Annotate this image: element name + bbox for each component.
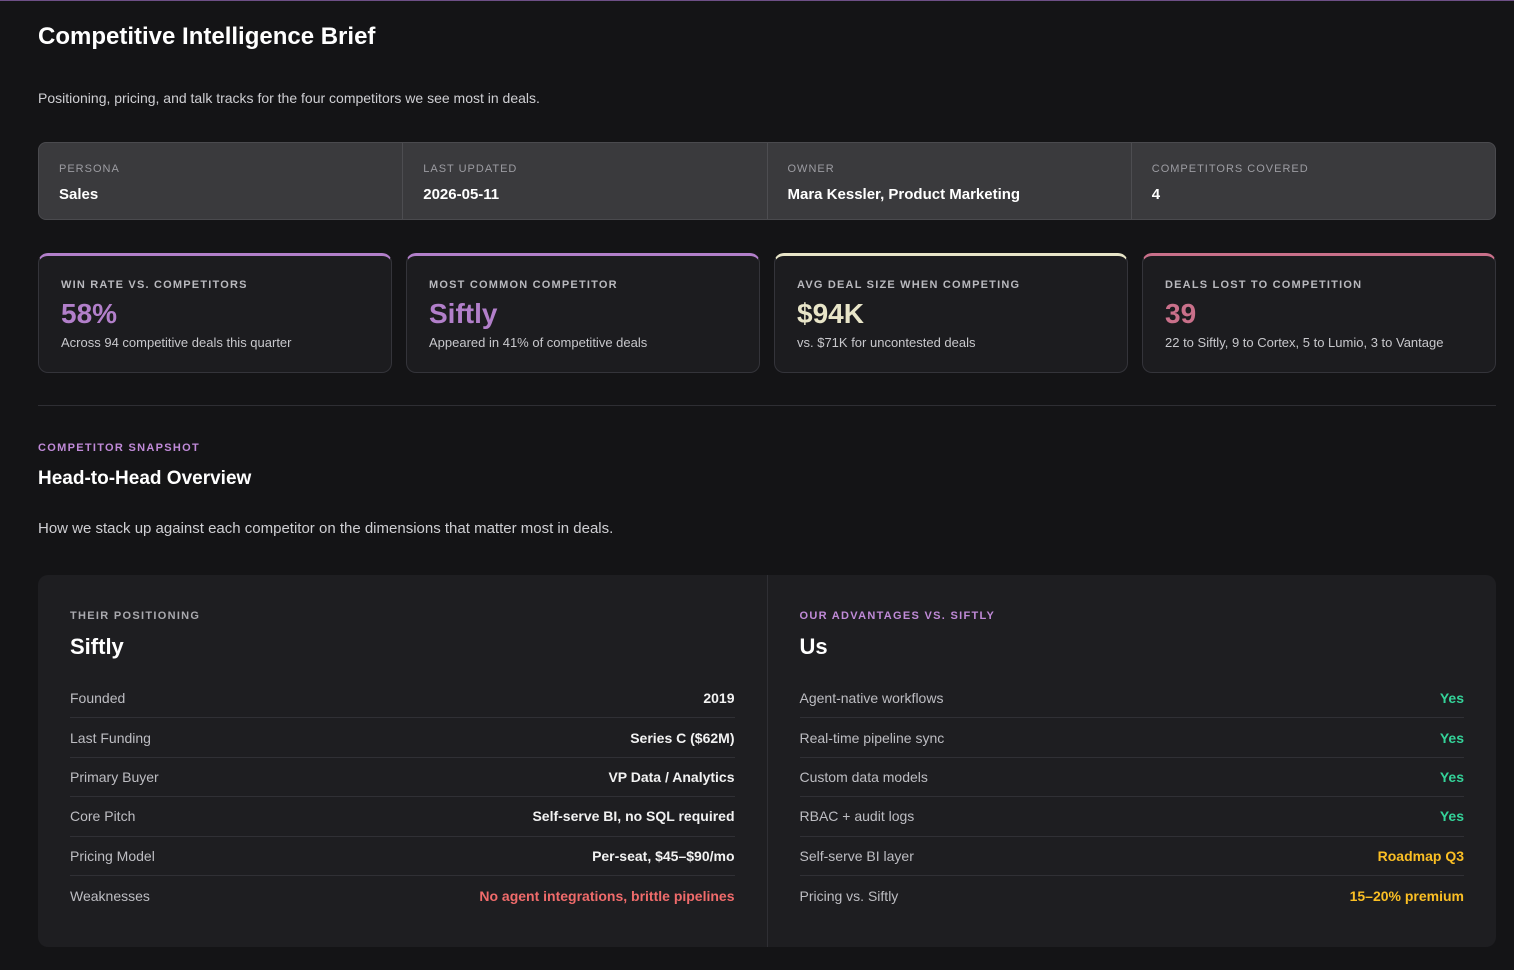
section-heading: Head-to-Head Overview: [38, 468, 252, 489]
meta-cell: OWNER Mara Kessler, Product Marketing: [766, 143, 1131, 219]
comparison-row: Weaknesses No agent integrations, brittle…: [70, 876, 735, 915]
comparison-column: THEIR POSITIONING Siftly Founded 2019 Last F…: [38, 575, 767, 947]
row-label: Weaknesses: [70, 887, 150, 904]
meta-value: Sales: [59, 186, 99, 203]
row-label: Last Funding: [70, 729, 151, 746]
brief: Competitive Intelligence Brief Positionin…: [0, 22, 1514, 947]
kpi-note: Across 94 competitive deals this quarter: [61, 335, 292, 350]
comparison-row: Pricing vs. Siftly 15–20% premium: [800, 876, 1465, 915]
comparison-row: RBAC + audit logs Yes: [799, 797, 1464, 837]
row-value: Yes: [1439, 729, 1464, 746]
kpi-value: $94K: [797, 298, 864, 329]
meta-label: LAST UPDATED: [423, 163, 518, 175]
kpi-label: WIN RATE VS. COMPETITORS: [61, 279, 248, 291]
comparison-row: Agent-native workflows Yes: [799, 679, 1464, 719]
row-label: Real-time pipeline sync: [799, 729, 945, 746]
row-list: Founded 2019 Last Funding Series C ($62M) Pr…: [70, 679, 735, 915]
comparison-row: Founded 2019: [70, 679, 735, 719]
section-eyebrow: COMPETITOR SNAPSHOT: [38, 442, 201, 454]
meta-label: OWNER: [787, 163, 835, 175]
column-eyebrow: OUR ADVANTAGES VS. SIFTLY: [799, 610, 996, 622]
comparison-column: OUR ADVANTAGES VS. SIFTLY Us Agent-native …: [766, 575, 1497, 947]
kpi-note: Appeared in 41% of competitive deals: [429, 335, 648, 350]
meta-cell: PERSONA Sales: [39, 143, 402, 219]
page-subtitle: Positioning, pricing, and talk tracks fo…: [38, 90, 540, 106]
kpi-label: MOST COMMON COMPETITOR: [429, 279, 618, 291]
row-label: Agent-native workflows: [799, 690, 944, 707]
kpi-value: 39: [1165, 298, 1197, 329]
row-label: Custom data models: [799, 768, 928, 785]
section-description: How we stack up against each competitor …: [38, 520, 614, 537]
row-label: Pricing Model: [70, 847, 155, 864]
kpi-card: AVG DEAL SIZE WHEN COMPETING $94K vs. $71K…: [774, 253, 1128, 373]
kpi-note: vs. $71K for uncontested deals: [797, 335, 976, 350]
meta-label: COMPETITORS COVERED: [1151, 163, 1309, 175]
comparison-row: Custom data models Yes: [799, 758, 1464, 798]
comparison-row: Self-serve BI layer Roadmap Q3: [799, 837, 1464, 876]
meta-value: 4: [1151, 186, 1161, 203]
divider: [38, 405, 1496, 406]
row-label: Primary Buyer: [70, 768, 159, 785]
comparison-row: Core Pitch Self-serve BI, no SQL required: [70, 797, 735, 837]
kpi-label: DEALS LOST TO COMPETITION: [1165, 279, 1363, 291]
row-value: Self-serve BI, no SQL required: [532, 808, 735, 825]
column-name: Us: [799, 634, 828, 659]
comparison-panel: THEIR POSITIONING Siftly Founded 2019 Last F…: [38, 575, 1496, 947]
comparison-row: Pricing Model Per-seat, $45–$90/mo: [70, 837, 735, 876]
comparison-row: Last Funding Series C ($62M): [70, 718, 735, 758]
row-value: Roadmap Q3: [1377, 847, 1464, 864]
kpi-label: AVG DEAL SIZE WHEN COMPETING: [797, 279, 1021, 291]
comparison-row: Real-time pipeline sync Yes: [799, 718, 1464, 758]
meta-value: Mara Kessler, Product Marketing: [787, 186, 1021, 203]
page-title: Competitive Intelligence Brief: [38, 23, 376, 50]
row-label: Core Pitch: [70, 808, 136, 825]
row-value: 2019: [703, 690, 735, 707]
kpi-value: 58%: [61, 298, 118, 329]
kpi-row: WIN RATE VS. COMPETITORS 58% Across 94 com…: [38, 253, 1496, 373]
meta-cell: COMPETITORS COVERED 4: [1130, 143, 1495, 219]
kpi-card: WIN RATE VS. COMPETITORS 58% Across 94 com…: [38, 253, 392, 373]
row-list: Agent-native workflows Yes Real-time pipel…: [799, 679, 1465, 915]
row-value: VP Data / Analytics: [608, 768, 735, 785]
kpi-value: Siftly: [429, 298, 498, 329]
column-eyebrow: THEIR POSITIONING: [70, 610, 201, 622]
row-label: Founded: [70, 690, 126, 707]
comparison-row: Primary Buyer VP Data / Analytics: [70, 758, 735, 798]
row-value: Yes: [1439, 690, 1464, 707]
row-value: Yes: [1439, 768, 1464, 785]
row-value: Yes: [1439, 808, 1464, 825]
kpi-card: DEALS LOST TO COMPETITION 39 22 to Siftly,…: [1142, 253, 1496, 373]
row-value: Per-seat, $45–$90/mo: [592, 847, 735, 864]
row-label: RBAC + audit logs: [799, 808, 915, 825]
row-value: Series C ($62M): [630, 729, 735, 746]
row-value: 15–20% premium: [1349, 887, 1464, 904]
row-label: Pricing vs. Siftly: [799, 887, 899, 904]
meta-cell: LAST UPDATED 2026-05-11: [402, 143, 766, 219]
meta-bar: PERSONA Sales LAST UPDATED 2026-05-11 OWNER M…: [38, 142, 1496, 220]
row-value: No agent integrations, brittle pipelines: [479, 887, 735, 904]
kpi-card: MOST COMMON COMPETITOR Siftly Appeared in …: [406, 253, 760, 373]
row-label: Self-serve BI layer: [799, 847, 914, 864]
meta-value: 2026-05-11: [423, 186, 500, 203]
column-name: Siftly: [70, 634, 124, 659]
meta-label: PERSONA: [59, 163, 120, 175]
kpi-note: 22 to Siftly, 9 to Cortex, 5 to Lumio, 3…: [1165, 335, 1444, 350]
